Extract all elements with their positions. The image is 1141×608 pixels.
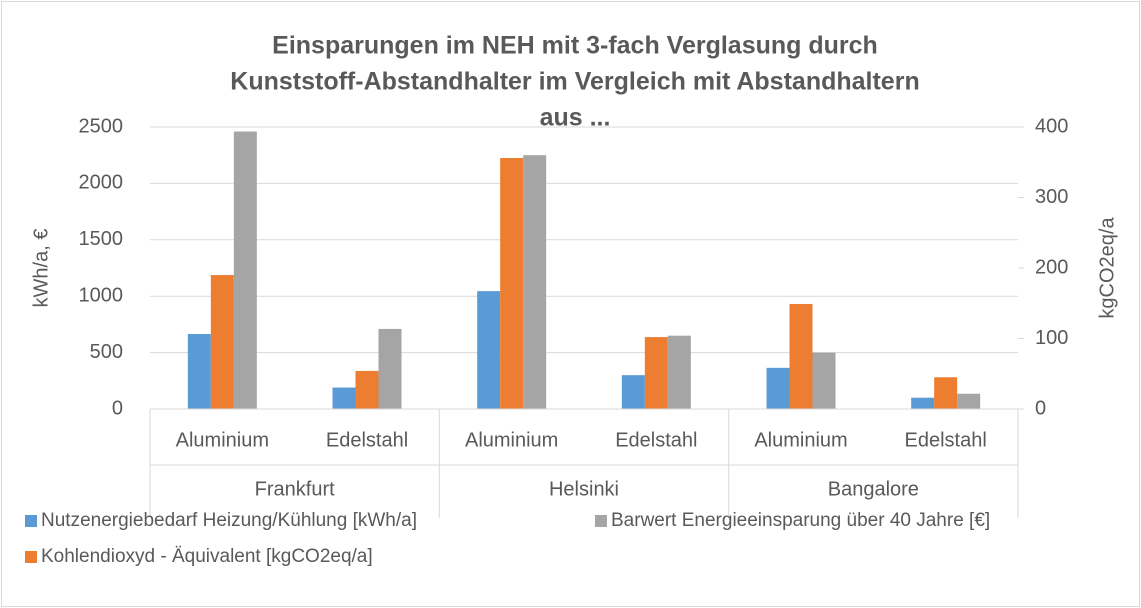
y2-tick-label: 400 [1035,115,1068,137]
group-label: Helsinki [549,478,619,500]
bar [644,337,668,409]
y-tick-label: 1500 [79,228,124,250]
y-tick-label: 1000 [79,284,124,306]
bar [621,375,645,409]
group-label: Bangalore [828,478,919,500]
bar [934,377,958,409]
bar [210,275,234,409]
legend-label: Nutzenergiebedarf Heizung/Kühlung [kWh/a… [41,510,417,531]
bar [812,352,836,409]
y2-axis-label: kgCO2eq/a [1096,217,1118,319]
chart-title: aus ... [540,104,611,132]
bar [523,155,547,409]
y2-tick-label: 300 [1035,186,1068,208]
bar [789,303,813,409]
y-tick-label: 2000 [79,172,124,194]
x-tick-label: Aluminium [465,429,558,451]
bar [957,393,981,409]
x-tick-label: Edelstahl [326,429,408,451]
y-tick-label: 2500 [79,115,124,137]
legend-label: Barwert Energieeinsparung über 40 Jahre … [611,510,990,531]
group-label: Frankfurt [255,478,335,500]
y-tick-label: 500 [90,341,123,363]
x-tick-label: Aluminium [754,429,847,451]
bar [187,333,211,409]
y-tick-label: 0 [112,397,123,419]
bar [378,328,402,409]
y2-tick-label: 200 [1035,256,1068,278]
bar [500,158,524,409]
x-tick-label: Edelstahl [905,429,987,451]
y2-tick-label: 0 [1035,397,1046,419]
legend-swatch [25,551,37,563]
x-tick-label: Edelstahl [615,429,697,451]
y2-tick-label: 100 [1035,327,1068,349]
y-axis-label: kWh/a, € [30,229,52,308]
bar [332,387,356,409]
x-tick-label: Aluminium [176,429,269,451]
chart-title: Kunststoff-Abstandhalter im Vergleich mi… [230,68,919,96]
legend-label: Kohlendioxyd - Äquivalent [kgCO2eq/a] [41,546,373,567]
bar [667,335,691,409]
legend-swatch [25,515,37,527]
bar [911,397,935,409]
bar [477,291,501,409]
bar [355,370,379,409]
bar [766,367,790,409]
chart-title: Einsparungen im NEH mit 3-fach Verglasun… [272,32,878,60]
legend-swatch [595,515,607,527]
bar [233,131,257,409]
